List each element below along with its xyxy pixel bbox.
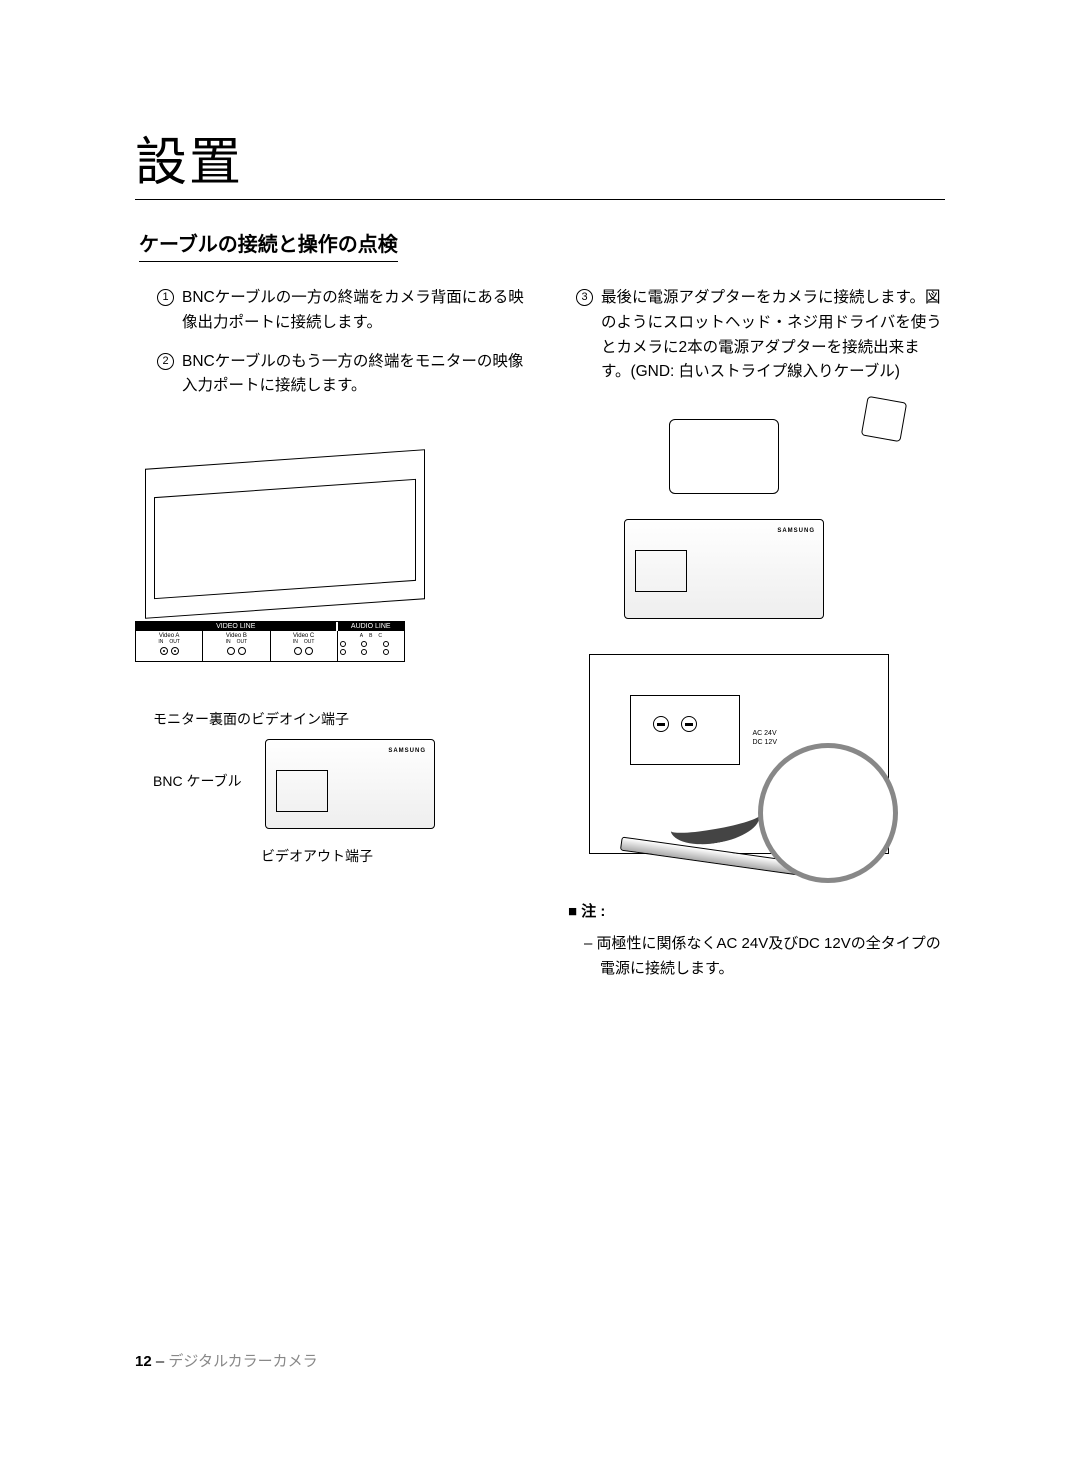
port-panel: VIDEO LINE AUDIO LINE Video A INOUT Vide… (135, 621, 405, 662)
a-label: A (360, 633, 363, 639)
b-label: B (369, 633, 372, 639)
step-num-2: 2 (157, 353, 174, 370)
connector-icon (294, 647, 302, 655)
terminal-voltage-label: AC 24V DC 12V (752, 730, 777, 747)
footer-text: デジタルカラーカメラ (168, 1353, 317, 1370)
connector-icon (227, 647, 235, 655)
ac-label: AC 24V (752, 730, 777, 738)
diagram-left: VIDEO LINE AUDIO LINE Video A INOUT Vide… (135, 459, 495, 909)
diagram-right: AC 24V DC 12V (554, 399, 914, 859)
connector-icon (305, 647, 313, 655)
in-label: IN (226, 639, 231, 645)
audio-col: ABC (338, 631, 404, 661)
step-1: 1 BNCケーブルの一方の終端をカメラ背面にある映像出力ポートに接続します。 (135, 286, 526, 336)
connector-icon (171, 647, 179, 655)
connector-icon (160, 647, 168, 655)
step-text-2: BNCケーブルのもう一方の終端をモニターの映像入力ポートに接続します。 (182, 350, 526, 400)
terminal-hole-icon (681, 716, 697, 732)
c-label: C (378, 633, 382, 639)
out-label: OUT (304, 639, 315, 645)
terminal-icon: AC 24V DC 12V (630, 695, 740, 765)
step-3: 3 最後に電源アダプターをカメラに接続します。図のようにスロットヘッド・ネジ用ド… (554, 286, 945, 385)
in-label: IN (293, 639, 298, 645)
out-label: OUT (169, 639, 180, 645)
step-2: 2 BNCケーブルのもう一方の終端をモニターの映像入力ポートに接続します。 (135, 350, 526, 400)
left-column: 1 BNCケーブルの一方の終端をカメラ背面にある映像出力ポートに接続します。 2… (135, 286, 526, 982)
rotate-arrow-icon (667, 796, 763, 851)
video-line-label: VIDEO LINE (136, 622, 336, 631)
video-a-col: Video A INOUT (136, 631, 203, 661)
magnifier-icon (758, 743, 898, 883)
content-columns: 1 BNCケーブルの一方の終端をカメラ背面にある映像出力ポートに接続します。 2… (135, 286, 945, 982)
connector-icon (361, 641, 367, 647)
in-label: IN (158, 639, 163, 645)
right-column: 3 最後に電源アダプターをカメラに接続します。図のようにスロットヘッド・ネジ用ド… (554, 286, 945, 982)
note-block: ■ 注 : – 両極性に関係なくAC 24V及びDC 12Vの全タイプの電源に接… (554, 899, 945, 982)
step-text-1: BNCケーブルの一方の終端をカメラ背面にある映像出力ポートに接続します。 (182, 286, 526, 336)
connector-icon (238, 647, 246, 655)
monitor-back-label: モニター裏面のビデオイン端子 (153, 709, 349, 730)
connector-icon (340, 649, 346, 655)
step-num-3: 3 (576, 289, 593, 306)
connector-icon (340, 641, 346, 647)
connector-icon (383, 641, 389, 647)
step-text-3: 最後に電源アダプターをカメラに接続します。図のようにスロットヘッド・ネジ用ドライ… (601, 286, 945, 385)
page-title: 設置 (135, 120, 945, 200)
video-out-label: ビデオアウト端子 (261, 846, 373, 867)
outlet-icon (861, 396, 907, 442)
terminal-hole-icon (653, 716, 669, 732)
audio-line-label: AUDIO LINE (338, 622, 405, 631)
dc-label: DC 12V (752, 739, 777, 747)
connector-icon (383, 649, 389, 655)
adapter-icon (669, 419, 779, 494)
camera-icon (265, 739, 435, 829)
video-b-col: Video B INOUT (203, 631, 270, 661)
connector-icon (361, 649, 367, 655)
note-title: ■ 注 : (568, 899, 945, 925)
note-item-1: – 両極性に関係なくAC 24V及びDC 12Vの全タイプの電源に接続します。 (568, 931, 945, 982)
page-number: 12 (135, 1353, 152, 1370)
bnc-cable-label: BNC ケーブル (153, 771, 242, 792)
page-footer: 12 – デジタルカラーカメラ (135, 1350, 318, 1371)
video-c-col: Video C INOUT (271, 631, 338, 661)
step-num-1: 1 (157, 289, 174, 306)
camera-icon (624, 519, 824, 619)
monitor-icon (145, 449, 425, 619)
out-label: OUT (237, 639, 248, 645)
detail-panel: AC 24V DC 12V (589, 654, 889, 854)
section-title: ケーブルの接続と操作の点検 (139, 228, 398, 262)
